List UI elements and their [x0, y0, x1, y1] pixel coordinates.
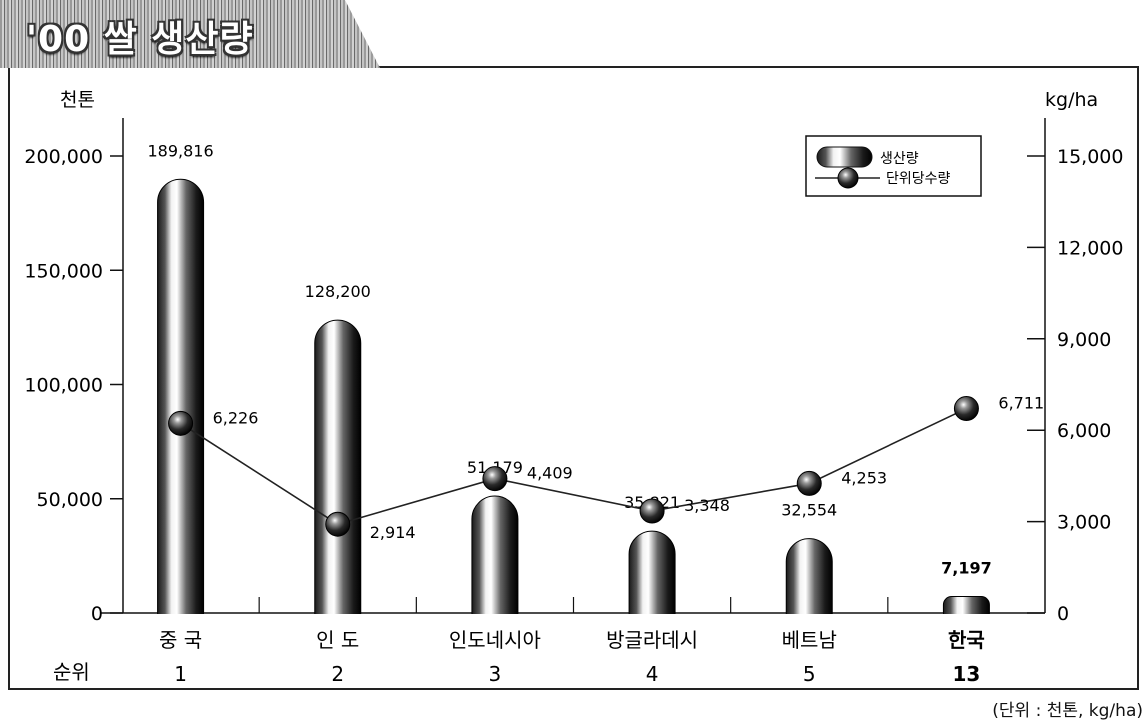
rank-label: 4	[646, 662, 659, 686]
yield-line	[180, 407, 967, 526]
right-axis-tick-label: 12,000	[1057, 237, 1123, 259]
bar-baseline-mask	[104, 614, 1043, 640]
rank-label: 13	[952, 662, 980, 686]
yield-value-label: 4,409	[527, 464, 573, 483]
yield-point	[796, 470, 822, 496]
right-axis-tick-label: 9,000	[1057, 329, 1111, 351]
production-value-label: 189,816	[147, 141, 213, 160]
production-value-label: 32,554	[781, 501, 837, 520]
left-axis-unit: 천톤	[60, 89, 95, 111]
legend: 생산량 단위당수량	[805, 135, 982, 197]
rank-label: 2	[331, 662, 344, 686]
yield-point	[482, 466, 508, 492]
yield-value-label: 3,348	[684, 496, 730, 515]
yield-value-label: 4,253	[841, 468, 887, 487]
production-bar	[157, 178, 205, 637]
rank-label: 5	[803, 662, 816, 686]
unit-note: (단위 : 천톤, kg/ha)	[992, 701, 1143, 721]
right-axis-tick-label: 3,000	[1057, 512, 1111, 534]
left-axis-tick-label: 50,000	[37, 489, 103, 511]
left-axis-tick-label: 0	[91, 603, 103, 625]
legend-bar-label: 생산량	[880, 151, 919, 167]
left-axis-tick-label: 100,000	[24, 375, 103, 397]
yield-value-label: 2,914	[370, 523, 416, 542]
category-label: 방글라데시	[606, 628, 698, 652]
legend-point-swatch	[837, 167, 859, 189]
yield-point	[325, 511, 351, 537]
category-label: 한국	[948, 628, 985, 652]
category-label: 베트남	[782, 628, 837, 652]
left-axis-tick-label: 150,000	[24, 260, 103, 282]
yield-value-label: 6,711	[998, 394, 1044, 413]
rank-label: 3	[489, 662, 502, 686]
title-tab: '00 쌀 생산량	[0, 0, 380, 68]
production-value-label: 7,197	[941, 559, 992, 578]
production-bar	[314, 319, 362, 637]
right-axis-unit: kg/ha	[1045, 89, 1098, 111]
chart-title: '00 쌀 생산량	[26, 19, 254, 60]
right-axis-tick-label: 15,000	[1057, 146, 1123, 168]
yield-point	[953, 396, 979, 422]
production-value-label: 128,200	[305, 282, 371, 301]
category-label: 인도네시아	[449, 628, 541, 652]
rank-row-label: 순위	[53, 660, 90, 684]
category-label: 인 도	[316, 628, 359, 652]
right-axis-tick-label: 0	[1057, 603, 1069, 625]
legend-line-label: 단위당수량	[886, 171, 951, 187]
left-axis-tick-label: 200,000	[24, 146, 103, 168]
yield-point	[639, 498, 665, 524]
category-label: 중 국	[159, 628, 202, 652]
right-axis-tick-label: 6,000	[1057, 420, 1111, 442]
title-tab-background	[0, 0, 380, 68]
legend-bar-swatch	[816, 146, 873, 168]
rank-label: 1	[174, 662, 187, 686]
yield-point	[168, 410, 194, 436]
yield-value-label: 6,226	[213, 408, 259, 427]
